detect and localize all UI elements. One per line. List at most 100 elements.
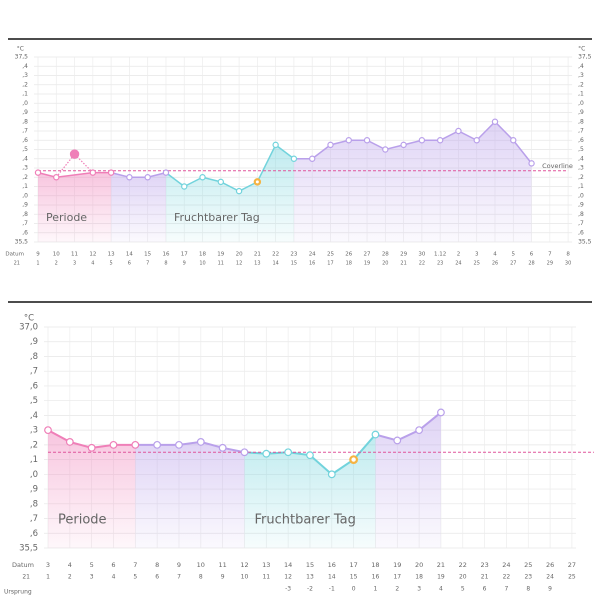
y-tick-label: ,6 xyxy=(22,229,28,236)
y-tick-label: ,1 xyxy=(578,183,584,190)
cycle-day: 22 xyxy=(503,574,511,581)
cycle-day: 1 xyxy=(46,574,50,581)
data-point xyxy=(109,440,118,449)
cycle-day: 16 xyxy=(372,574,380,581)
x-tick-label: 21 xyxy=(437,561,445,569)
x-tick-label: 4 xyxy=(493,252,497,258)
data-point xyxy=(162,169,170,176)
cycle-day: 14 xyxy=(272,261,278,267)
y-tick-label: ,2 xyxy=(30,440,38,450)
x-tick-label: 16 xyxy=(328,561,336,569)
cycle-day-after: 3 xyxy=(417,586,421,593)
data-point xyxy=(510,137,517,144)
cycle-day: 27 xyxy=(510,261,516,267)
x-tick-label: 14 xyxy=(284,561,292,569)
y-tick-label: ,1 xyxy=(578,91,584,98)
x-tick-label: 18 xyxy=(199,252,206,258)
x-tick-label: 9 xyxy=(177,561,181,569)
cycle-day: 9 xyxy=(183,261,186,267)
phase-label: Periode xyxy=(58,513,107,528)
cycle-day: 11 xyxy=(218,261,224,267)
x-tick-label: 3 xyxy=(475,252,479,258)
cycle-day: 10 xyxy=(199,261,205,267)
x-tick-label: 18 xyxy=(371,561,379,569)
y-tick-label: ,3 xyxy=(578,72,584,79)
data-point xyxy=(528,160,535,167)
x-tick-label: 2 xyxy=(457,252,461,258)
row-label: Datum xyxy=(12,561,34,569)
y-tick-label: ,5 xyxy=(578,146,584,153)
data-point xyxy=(473,137,480,144)
y-tick-label: ,8 xyxy=(578,211,584,218)
temperature-line xyxy=(165,143,295,192)
y-tick-label: ,4 xyxy=(30,411,38,421)
cycle-day: 7 xyxy=(177,574,181,581)
data-point xyxy=(218,443,227,452)
cycle-day-after: 0 xyxy=(352,586,356,593)
data-point xyxy=(284,448,293,457)
cycle-day: 13 xyxy=(254,261,260,267)
data-point xyxy=(327,470,336,479)
data-point xyxy=(196,438,205,446)
y-tick-label: ,2 xyxy=(578,81,584,88)
cycle-day: 23 xyxy=(437,261,443,267)
phase-label: Fruchtbarer Tag xyxy=(254,513,355,528)
row-label: 21 xyxy=(14,261,20,267)
y-tick-label: ,4 xyxy=(578,155,584,162)
cycle-day: 10 xyxy=(241,574,249,581)
data-point xyxy=(181,183,188,190)
y-tick-label: ,4 xyxy=(22,63,28,70)
x-tick-label: 4 xyxy=(68,561,72,569)
data-point xyxy=(240,448,249,457)
cycle-day: 12 xyxy=(236,261,242,267)
x-tick-label: 21 xyxy=(254,252,261,258)
cycle-day: 17 xyxy=(327,261,333,267)
phase-area xyxy=(293,121,532,242)
y-tick-label: ,4 xyxy=(22,155,28,162)
y-unit: °C xyxy=(24,314,34,324)
cycle-day: 18 xyxy=(346,261,352,267)
y-tick-label: ,3 xyxy=(22,165,28,172)
cycle-day-after: 7 xyxy=(505,586,509,593)
data-point xyxy=(131,440,140,449)
cycle-day: 13 xyxy=(306,574,314,581)
cycle-day: 5 xyxy=(133,574,137,581)
x-tick-label: 13 xyxy=(108,252,115,258)
cycle-day: 8 xyxy=(164,261,167,267)
cycle-day: 6 xyxy=(128,261,131,267)
y-tick-label: ,0 xyxy=(578,100,584,107)
x-tick-label: 23 xyxy=(480,561,488,569)
x-tick-label: 24 xyxy=(309,252,316,258)
data-point xyxy=(65,438,74,446)
x-tick-label: 26 xyxy=(345,252,352,258)
data-point xyxy=(262,449,271,458)
cycle-day: 2 xyxy=(55,261,58,267)
cycle-day-after: -3 xyxy=(285,586,291,593)
cycle-day-after: 1 xyxy=(374,586,378,593)
y-unit: °C xyxy=(17,46,24,53)
cycle-day: 25 xyxy=(568,574,576,581)
x-tick-label: 12 xyxy=(89,252,96,258)
phase-label: Periode xyxy=(46,211,87,224)
x-tick-label: 10 xyxy=(53,252,60,258)
row-label: Datum xyxy=(5,252,24,258)
x-tick-label: 20 xyxy=(236,252,243,258)
y-tick-label: ,9 xyxy=(578,202,584,209)
y-tick-label: ,6 xyxy=(22,137,28,144)
y-tick-label: ,8 xyxy=(30,499,38,509)
y-tick-label: ,2 xyxy=(22,174,28,181)
y-tick-label: ,5 xyxy=(30,396,38,406)
x-tick-label: 12 xyxy=(240,561,248,569)
cycle-day: 17 xyxy=(393,574,401,581)
data-point xyxy=(491,118,499,125)
data-point xyxy=(253,178,262,186)
x-tick-label: 13 xyxy=(262,561,270,569)
x-tick-label: 20 xyxy=(415,561,423,569)
cycle-day: 5 xyxy=(110,261,113,267)
y-tick-label: ,2 xyxy=(578,174,584,181)
y-tick-label: ,4 xyxy=(578,63,584,70)
y-tick-label: 37,0 xyxy=(19,323,38,333)
cycle-day: 4 xyxy=(91,261,94,267)
cycle-day: 11 xyxy=(262,574,270,581)
x-tick-label: 16 xyxy=(162,252,169,258)
